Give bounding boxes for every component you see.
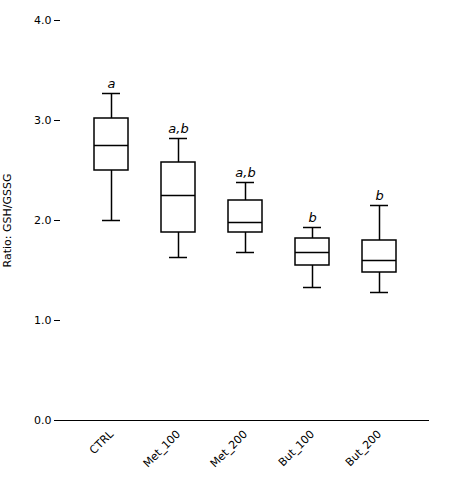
svg-text:CTRL: CTRL [87, 427, 117, 457]
svg-text:3.0: 3.0 [34, 114, 52, 127]
svg-text:Met_200: Met_200 [208, 428, 250, 470]
svg-text:Ratio: GSH/GSSG: Ratio: GSH/GSSG [1, 174, 14, 268]
svg-text:But_200: But_200 [343, 428, 384, 469]
svg-text:0.0: 0.0 [34, 414, 52, 427]
svg-text:4.0: 4.0 [34, 14, 52, 27]
svg-text:b: b [308, 210, 316, 225]
svg-text:But_100: But_100 [276, 428, 317, 469]
svg-text:Met_100: Met_100 [141, 428, 183, 470]
svg-text:2.0: 2.0 [34, 214, 52, 227]
svg-text:b: b [375, 188, 383, 203]
svg-text:a,b: a,b [235, 165, 255, 180]
svg-text:a: a [108, 76, 116, 91]
svg-text:1.0: 1.0 [34, 314, 52, 327]
svg-text:a,b: a,b [168, 121, 188, 136]
